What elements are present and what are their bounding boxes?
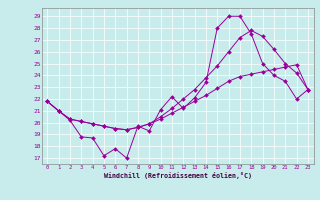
X-axis label: Windchill (Refroidissement éolien,°C): Windchill (Refroidissement éolien,°C) xyxy=(104,172,252,179)
